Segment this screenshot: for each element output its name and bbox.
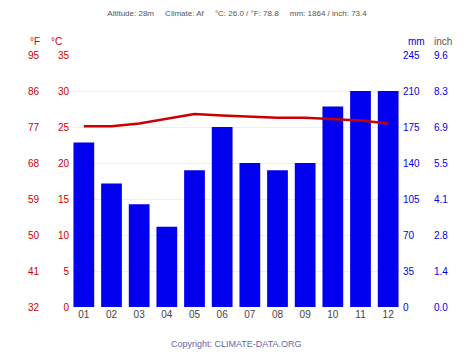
svg-text:50: 50 [28,230,40,241]
svg-text:0: 0 [63,302,69,313]
svg-text:°F: °F [30,36,40,47]
svg-text:inch: inch [434,36,452,47]
svg-text:4.1: 4.1 [434,194,448,205]
svg-text:02: 02 [106,309,118,320]
svg-text:68: 68 [28,158,40,169]
svg-text:03: 03 [134,309,146,320]
svg-text:05: 05 [189,309,201,320]
svg-text:10: 10 [58,230,70,241]
svg-text:25: 25 [58,122,70,133]
svg-text:09: 09 [300,309,312,320]
svg-text:30: 30 [58,86,70,97]
svg-text:Altitude: 28m Climate: Af: Altitude: 28m Climate: Af °C: 26.0 / °F:… [107,9,367,18]
svg-text:35: 35 [403,266,415,277]
svg-text:mm: mm [408,36,425,47]
svg-text:86: 86 [28,86,40,97]
svg-text:0: 0 [403,302,409,313]
svg-text:105: 105 [403,194,420,205]
svg-text:2.8: 2.8 [434,230,448,241]
svg-text:07: 07 [244,309,256,320]
svg-text:9.6: 9.6 [434,50,448,61]
svg-text:°C: °C [51,36,62,47]
svg-text:10: 10 [327,309,339,320]
svg-text:15: 15 [58,194,70,205]
svg-text:Copyright: CLIMATE-DATA.ORG: Copyright: CLIMATE-DATA.ORG [171,339,302,349]
svg-text:0.0: 0.0 [434,302,448,313]
svg-text:77: 77 [28,122,40,133]
svg-text:04: 04 [161,309,173,320]
svg-text:32: 32 [28,302,40,313]
svg-text:210: 210 [403,86,420,97]
svg-text:1.4: 1.4 [434,266,448,277]
svg-text:95: 95 [28,50,40,61]
svg-text:245: 245 [403,50,420,61]
svg-text:11: 11 [355,309,366,320]
svg-text:35: 35 [58,50,70,61]
svg-text:70: 70 [403,230,415,241]
svg-text:12: 12 [383,309,395,320]
svg-text:6.9: 6.9 [434,122,448,133]
svg-text:08: 08 [272,309,284,320]
svg-text:01: 01 [78,309,90,320]
svg-text:06: 06 [217,309,229,320]
svg-text:20: 20 [58,158,70,169]
svg-text:41: 41 [28,266,40,277]
svg-text:140: 140 [403,158,420,169]
svg-text:5.5: 5.5 [434,158,448,169]
svg-text:8.3: 8.3 [434,86,448,97]
svg-text:5: 5 [63,266,69,277]
svg-text:175: 175 [403,122,420,133]
svg-text:59: 59 [28,194,40,205]
